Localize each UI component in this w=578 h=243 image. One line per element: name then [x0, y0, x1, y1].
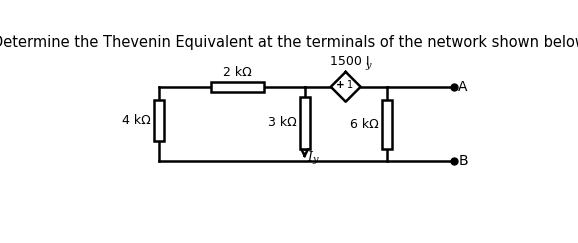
Text: B: B [458, 154, 468, 168]
Text: y: y [312, 156, 318, 165]
Text: 1: 1 [347, 80, 353, 90]
Bar [154, 100, 164, 141]
Text: A: A [458, 80, 468, 94]
Text: 4 kΩ: 4 kΩ [122, 114, 151, 127]
Bar [212, 82, 264, 92]
Text: I: I [307, 151, 313, 164]
Text: 1500 I: 1500 I [329, 55, 369, 68]
Text: 6 kΩ: 6 kΩ [350, 118, 379, 131]
Text: y: y [366, 61, 371, 70]
Bar [300, 96, 309, 149]
Text: +: + [336, 80, 345, 90]
Polygon shape [331, 72, 361, 102]
Text: 2 kΩ: 2 kΩ [223, 66, 252, 79]
Text: Determine the Thevenin Equivalent at the terminals of the network shown below: Determine the Thevenin Equivalent at the… [0, 35, 578, 50]
Bar [382, 100, 391, 149]
Text: 3 kΩ: 3 kΩ [268, 116, 297, 129]
